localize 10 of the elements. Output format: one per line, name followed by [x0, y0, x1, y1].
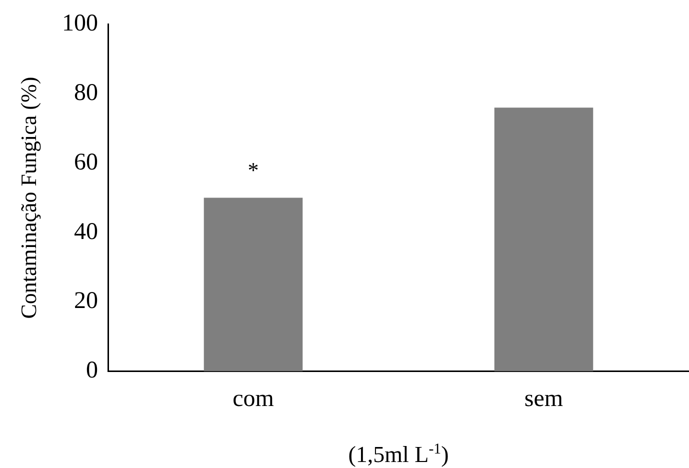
x-tick-label: sem [524, 386, 564, 412]
y-axis-title: Contaminação Fungica (%) [16, 76, 41, 319]
y-tick-label: 0 [86, 357, 98, 384]
y-tick-label: 100 [62, 10, 98, 37]
y-tick-label: 60 [74, 149, 98, 176]
y-tick-label: 40 [74, 218, 98, 245]
annotation: * [248, 158, 259, 183]
x-tick-label: com [232, 386, 274, 412]
y-tick-label: 20 [74, 288, 98, 314]
y-tick-label: 80 [74, 80, 98, 106]
